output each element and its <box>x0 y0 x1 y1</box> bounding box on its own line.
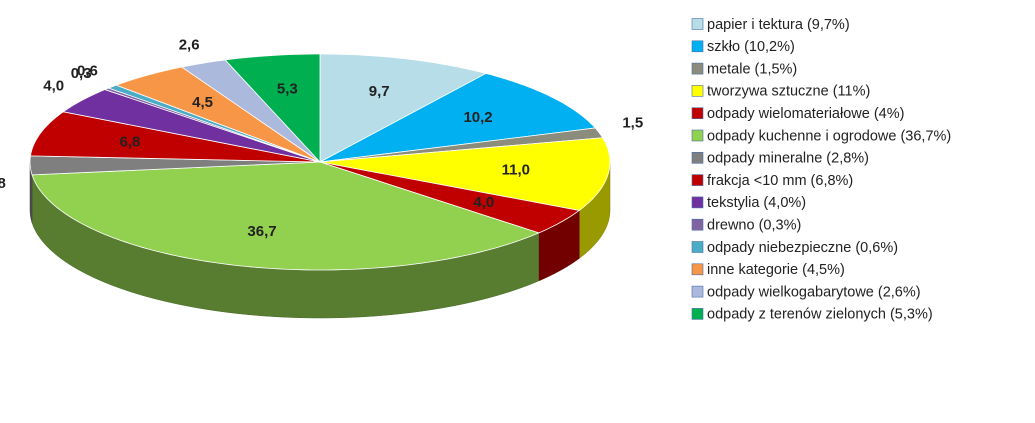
legend-swatch <box>691 285 704 298</box>
legend-swatch <box>691 218 704 231</box>
legend-label: odpady wielomateriałowe (4%) <box>707 106 904 122</box>
legend-swatch <box>691 18 704 30</box>
value-label: 0,3 <box>71 65 92 82</box>
slice <box>224 53 321 164</box>
value-label: 2,8 <box>0 175 6 192</box>
slice <box>31 161 540 271</box>
legend-label: odpady z terenów zielonych (5,3%) <box>707 307 933 323</box>
legend-label: odpady mineralne (2,8%) <box>707 151 869 167</box>
slice <box>319 161 581 234</box>
legend-swatch <box>691 241 704 253</box>
slice <box>62 89 321 163</box>
legend-label: odpady kuchenne i ogrodowe (36,7%) <box>707 128 951 144</box>
value-label: 11,0 <box>502 162 530 179</box>
value-label: 6,8 <box>120 133 141 150</box>
slice <box>319 137 611 211</box>
value-label: 2,6 <box>179 36 200 53</box>
slice <box>319 53 488 163</box>
value-label: 36,7 <box>247 223 276 240</box>
legend-label: tworzywa sztuczne (11%) <box>707 84 870 100</box>
slice <box>29 111 321 163</box>
legend-swatch <box>691 62 704 75</box>
value-label: 5,3 <box>277 81 298 98</box>
slice <box>319 73 597 163</box>
legend-swatch <box>691 129 704 142</box>
value-label: 0,6 <box>77 63 98 80</box>
legend-label: szkło (10,2%) <box>707 39 795 55</box>
legend-swatch <box>691 107 704 119</box>
value-label: 4,5 <box>192 94 213 111</box>
legend-label: papier i tektura (9,7%) <box>707 17 850 33</box>
legend-swatch <box>691 308 704 320</box>
legend-label: odpady niebezpieczne (0,6%) <box>707 240 898 256</box>
slice <box>115 66 321 163</box>
slice <box>180 59 321 163</box>
legend-label: drewno (0,3%) <box>707 218 801 234</box>
value-label: 4,0 <box>473 194 494 211</box>
legend-swatch <box>691 263 704 276</box>
value-label: 1,5 <box>622 114 643 131</box>
legend-swatch <box>691 196 704 209</box>
legend-swatch <box>691 152 704 164</box>
legend-swatch <box>691 85 704 97</box>
legend-swatch <box>691 40 704 53</box>
legend-label: inne kategorie (4,5%) <box>707 262 845 278</box>
value-label: 10,2 <box>463 109 492 126</box>
legend-swatch <box>691 174 704 186</box>
value-label: 4,0 <box>43 78 64 95</box>
legend-label: tekstylia (4,0%) <box>707 195 806 211</box>
legend-label: odpady wielkogabarytowe (2,6%) <box>707 284 921 300</box>
legend-label: frakcja <10 mm (6,8%) <box>707 173 853 189</box>
legend-label: metale (1,5%) <box>707 61 797 77</box>
value-label: 9,7 <box>369 83 390 100</box>
